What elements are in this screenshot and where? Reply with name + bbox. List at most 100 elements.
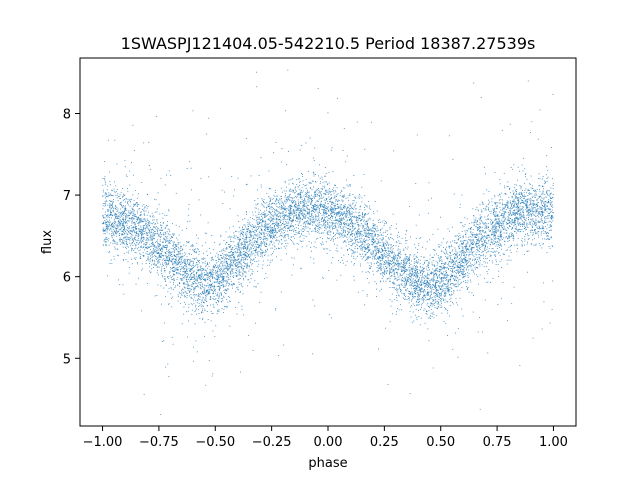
data-point: [225, 289, 227, 291]
data-point: [292, 220, 294, 222]
data-point: [518, 213, 520, 215]
data-point: [241, 256, 243, 258]
data-point: [348, 206, 349, 208]
data-point: [495, 212, 497, 214]
data-point: [221, 267, 223, 269]
data-point: [245, 238, 247, 240]
data-point: [509, 188, 510, 190]
data-point: [510, 214, 512, 216]
data-point: [285, 212, 287, 213]
data-point: [119, 221, 121, 223]
data-point: [177, 242, 179, 244]
data-point: [391, 257, 393, 259]
data-point: [234, 245, 236, 247]
data-point: [305, 220, 307, 222]
data-point: [243, 270, 245, 272]
data-point: [518, 193, 520, 195]
data-point: [405, 240, 407, 242]
data-point: [150, 257, 151, 259]
data-point: [509, 208, 511, 210]
data-point: [136, 262, 138, 264]
data-point: [429, 239, 431, 241]
data-point: [511, 224, 513, 226]
data-point: [206, 268, 208, 270]
data-point: [411, 260, 412, 262]
data-point: [215, 260, 217, 262]
data-point: [519, 193, 521, 195]
data-point: [483, 243, 485, 245]
data-point: [498, 224, 500, 226]
data-point: [427, 265, 429, 267]
data-point: [109, 228, 111, 230]
data-point: [177, 264, 179, 266]
data-point: [314, 212, 316, 214]
data-point: [388, 252, 390, 254]
data-point: [289, 206, 291, 208]
data-point: [367, 247, 369, 249]
data-point: [219, 254, 221, 256]
data-point: [504, 220, 506, 222]
data-point: [261, 223, 263, 225]
data-point: [550, 197, 552, 199]
data-point: [443, 300, 444, 302]
data-point: [339, 207, 341, 209]
data-point: [547, 236, 549, 237]
data-point: [166, 231, 168, 233]
data-point: [345, 223, 346, 225]
data-point: [391, 237, 393, 239]
data-point: [349, 234, 351, 236]
data-point: [508, 202, 510, 204]
data-point: [169, 255, 171, 257]
data-point: [111, 263, 113, 265]
data-point: [249, 221, 251, 223]
data-point: [214, 242, 216, 244]
data-point: [245, 259, 246, 261]
data-point: [439, 293, 441, 295]
data-point: [441, 286, 443, 288]
data-point: [132, 234, 134, 236]
data-point: [414, 290, 416, 292]
data-point: [378, 267, 380, 269]
data-point: [509, 214, 511, 216]
data-point: [197, 270, 199, 272]
data-point: [544, 201, 546, 203]
data-point: [213, 281, 215, 283]
data-point: [395, 264, 397, 266]
data-point: [231, 241, 233, 242]
data-point: [296, 205, 298, 207]
data-point: [345, 245, 347, 247]
data-point: [179, 270, 181, 272]
data-point: [543, 223, 544, 225]
data-point: [254, 249, 256, 251]
data-point: [287, 233, 289, 235]
data-point: [372, 251, 374, 253]
data-point: [385, 261, 387, 263]
data-point: [380, 273, 382, 275]
data-point: [169, 241, 171, 243]
data-point: [104, 192, 106, 194]
data-point: [208, 117, 210, 119]
data-point: [113, 224, 115, 226]
data-point: [487, 214, 489, 216]
data-point: [487, 273, 489, 275]
data-point: [284, 215, 286, 216]
data-point: [338, 206, 340, 208]
data-point: [102, 227, 104, 229]
data-point: [320, 243, 322, 245]
data-point: [204, 299, 206, 301]
data-point: [252, 242, 254, 244]
data-point: [315, 181, 317, 183]
data-point: [158, 248, 160, 250]
data-point: [153, 251, 155, 253]
data-point: [457, 272, 459, 273]
data-point: [207, 222, 209, 224]
data-point: [329, 191, 331, 193]
data-point: [105, 221, 107, 223]
data-point: [310, 203, 311, 205]
data-point: [393, 265, 395, 267]
data-point: [424, 281, 425, 283]
data-point: [452, 348, 454, 350]
data-point: [521, 200, 523, 202]
data-point: [430, 297, 432, 299]
data-point: [422, 295, 424, 297]
